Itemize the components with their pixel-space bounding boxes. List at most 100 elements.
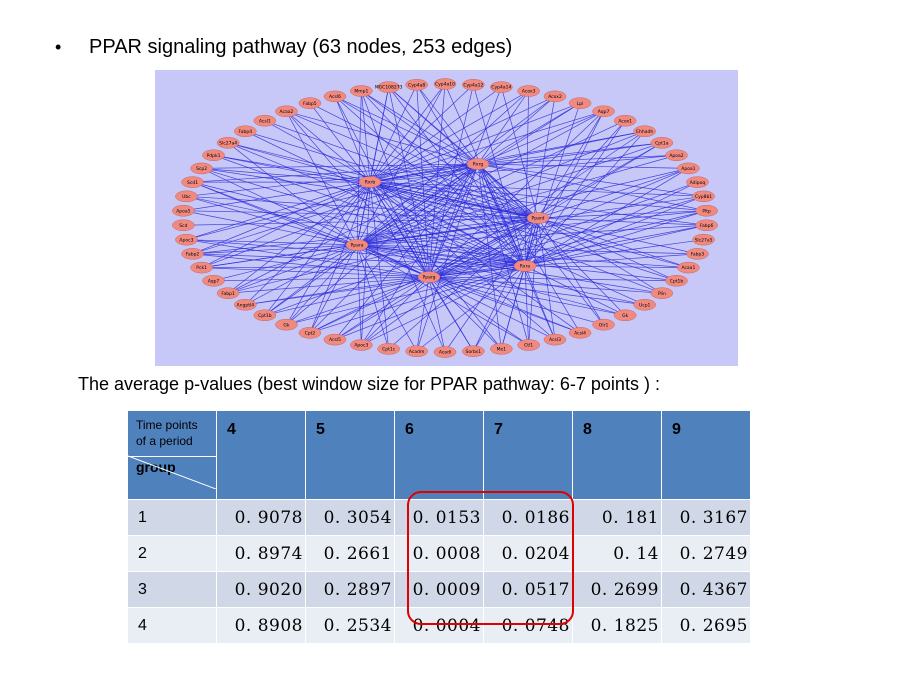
network-node: Plin <box>650 287 674 299</box>
edge <box>361 90 430 278</box>
edge <box>356 244 529 346</box>
edge <box>524 265 530 346</box>
network-node: Cpt1c <box>377 343 400 355</box>
edge <box>286 265 526 326</box>
edge <box>361 276 430 346</box>
column-header: 4 <box>216 410 306 500</box>
network-node: Adipoq <box>686 176 709 188</box>
p-value-cell: 0. 2749 <box>661 535 751 572</box>
table-corner-cell: Time points of a period group <box>127 410 217 500</box>
edge <box>356 96 556 246</box>
edge <box>192 181 526 267</box>
edge <box>286 111 358 246</box>
hub-node: Rxrb <box>358 176 382 188</box>
node-label: Acaa1 <box>681 265 695 271</box>
network-node: Ehhadh <box>633 125 656 138</box>
p-value-cell: 0. 3167 <box>661 499 751 536</box>
node-label: Lpl <box>577 101 584 107</box>
edge <box>428 87 502 278</box>
p-value-cell: 0. 8908 <box>216 607 306 644</box>
edge <box>286 111 371 183</box>
slide-title: • PPAR signaling pathway (63 nodes, 253 … <box>55 36 512 59</box>
edge <box>264 120 539 219</box>
node-label: Aqp7 <box>598 109 610 115</box>
edge <box>524 168 689 267</box>
edge <box>428 142 663 278</box>
group-label: 4 <box>127 607 217 644</box>
edge <box>286 244 358 325</box>
node-label: Apoa2 <box>669 153 683 159</box>
node-label: Cyp4a12 <box>463 82 483 88</box>
edge <box>524 265 626 316</box>
column-header: 6 <box>394 410 484 500</box>
network-node: Acaa1 <box>677 261 700 274</box>
edge <box>428 83 446 278</box>
column-header: 7 <box>483 410 573 500</box>
node-label: Acsl6 <box>329 94 341 100</box>
node-label: Pparg <box>423 275 436 281</box>
edge <box>524 111 604 267</box>
edge <box>428 217 539 278</box>
edge <box>416 84 430 278</box>
edge <box>227 181 371 294</box>
p-value-cell: 0. 14 <box>572 535 662 572</box>
hub-node: Rxra <box>513 260 537 272</box>
edge <box>201 163 479 169</box>
network-node: Ucp1 <box>633 298 656 311</box>
edge <box>227 142 358 246</box>
node-label: Acsl5 <box>329 337 341 343</box>
edge <box>183 210 358 246</box>
edge <box>245 244 358 306</box>
node-label: Acox3 <box>522 89 536 95</box>
node-label: Ehhadh <box>636 129 653 135</box>
network-node: Scp2 <box>190 162 213 175</box>
network-node: Aqp7 <box>202 275 225 287</box>
edge <box>388 87 430 278</box>
network-node: Ubc <box>175 190 198 203</box>
edge <box>334 96 479 165</box>
group-label: 3 <box>127 571 217 608</box>
node-label: Cpt1b <box>258 313 272 319</box>
edge <box>183 217 539 226</box>
p-value-cell: 0. 8974 <box>216 535 306 572</box>
network-node: Fabp6 <box>695 219 718 232</box>
edge <box>428 195 704 278</box>
edge <box>334 96 526 267</box>
edge <box>428 276 662 294</box>
p-value-cell: 0. 2699 <box>572 571 662 608</box>
node-label: Adipoq <box>690 180 706 186</box>
network-node: Fabp2 <box>181 248 204 260</box>
edge <box>245 276 430 306</box>
node-label: Cpt2 <box>305 330 316 336</box>
network-node: Fabp4 <box>234 125 257 138</box>
edge <box>537 217 677 282</box>
column-header: 8 <box>572 410 662 500</box>
table-caption: The average p-values (best window size f… <box>78 374 660 394</box>
edge <box>416 265 526 352</box>
edge <box>369 90 529 183</box>
p-value-cell: 0. 0186 <box>483 499 573 536</box>
column-header: 5 <box>305 410 395 500</box>
node-label: Pdpk1 <box>207 153 221 159</box>
edge <box>537 168 689 219</box>
node-label: Cyp4a10 <box>435 82 455 88</box>
column-header: 9 <box>661 410 751 500</box>
network-node: Slc27a5 <box>692 233 715 246</box>
edge <box>192 244 358 255</box>
node-label: Fabp4 <box>239 129 253 135</box>
edge <box>369 163 479 183</box>
network-node: Gk <box>275 318 298 331</box>
edge <box>537 210 707 219</box>
edge <box>428 224 707 278</box>
node-label: Sorbs1 <box>466 349 482 355</box>
node-label: Gk <box>622 313 628 319</box>
edge <box>388 86 526 267</box>
edge <box>334 276 430 340</box>
network-node: MGC108273 <box>375 81 403 93</box>
edge <box>286 111 430 278</box>
network-node: Fabp5 <box>298 97 322 109</box>
edge <box>428 168 689 278</box>
node-label: Fabp6 <box>700 223 714 229</box>
edge <box>537 120 626 219</box>
p-value-cell: 0. 1825 <box>572 607 662 644</box>
